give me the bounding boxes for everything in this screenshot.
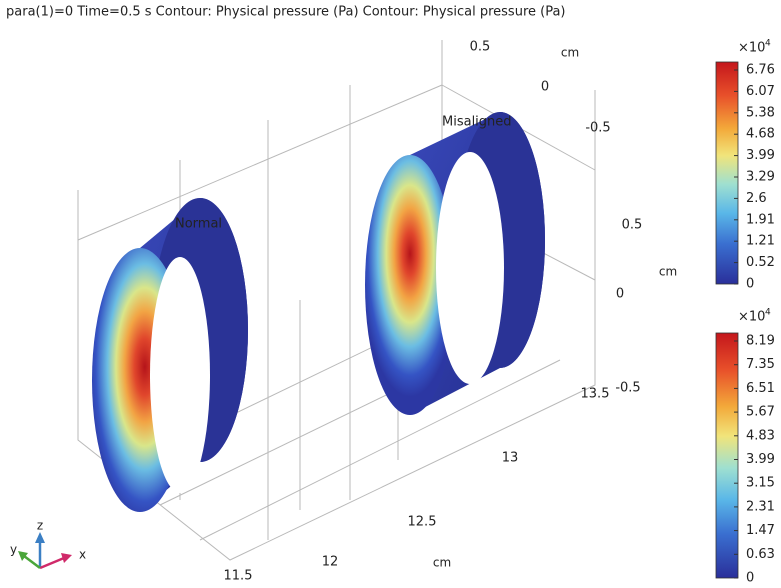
axis-unit: cm — [433, 556, 451, 570]
axis-tick: 11.5 — [224, 569, 253, 584]
axis-tick: -0.5 — [615, 381, 640, 396]
colorbar-exponent: 4 — [765, 39, 771, 49]
colorbar — [715, 332, 739, 579]
triad-label: x — [79, 548, 86, 562]
axis-unit: cm — [659, 265, 677, 279]
colorbar-tick-label: 1.21 — [746, 234, 775, 249]
axis-unit: cm — [561, 46, 579, 60]
colorbar-tick-label: 0 — [746, 571, 754, 585]
colorbar-tick-label: 3.15 — [746, 476, 775, 491]
axis-tick: 0.5 — [470, 40, 491, 55]
colorbar-tick-label: 2.31 — [746, 499, 775, 514]
axis-tick: 13 — [502, 451, 519, 466]
colorbar — [715, 61, 739, 285]
axis-tick: 0.5 — [622, 218, 643, 233]
axis-tick: 12 — [322, 555, 339, 570]
colorbar-multiplier: ×10 — [738, 310, 765, 325]
colorbar-tick-label: 3.99 — [746, 452, 775, 467]
colorbar-tick-label: 0.63 — [746, 547, 775, 562]
colorbar-tick-label: 3.99 — [746, 148, 775, 163]
colorbar-tick-label: 0 — [746, 277, 754, 292]
colorbar-tick-label: 6.51 — [746, 381, 775, 396]
colorbar-tick-label: 4.68 — [746, 127, 775, 142]
axis-tick: 13.5 — [581, 387, 610, 402]
colorbar-tick-label: 3.29 — [746, 170, 775, 185]
colorbar-tick-label: 4.83 — [746, 428, 775, 443]
colorbar-multiplier: ×10 — [738, 41, 765, 56]
colorbar-tick-label: 1.91 — [746, 212, 775, 227]
triad-label: y — [10, 543, 17, 557]
colorbar-tick-label: 5.38 — [746, 105, 775, 120]
triad-label: z — [37, 519, 43, 533]
colorbar-tick-label: 6.76 — [746, 63, 775, 78]
colorbars: ×10 46.766.075.384.683.993.292.61.911.210… — [715, 39, 775, 586]
colorbar-tick-label: 0.52 — [746, 255, 775, 270]
axis-tick: 12.5 — [408, 515, 437, 530]
axis-tick: -0.5 — [585, 121, 610, 136]
colorbar-tick-label: 7.35 — [746, 357, 775, 372]
plot-title: para(1)=0 Time=0.5 s Contour: Physical p… — [6, 5, 566, 20]
colorbar-tick-label: 8.19 — [746, 334, 775, 349]
colorbar-tick-label: 5.67 — [746, 405, 775, 420]
colorbar-tick-label: 2.6 — [746, 191, 767, 206]
axis-tick: 0 — [616, 287, 624, 302]
axis-tick: 0 — [541, 80, 549, 95]
normal-bearing — [92, 198, 248, 512]
colorbar-tick-label: 6.07 — [746, 84, 775, 99]
colorbar-tick-label: 1.47 — [746, 523, 775, 538]
label-normal: Normal — [175, 217, 222, 232]
colorbar-exponent: 4 — [765, 308, 771, 318]
label-misaligned: Misaligned — [442, 115, 512, 130]
axis-triad: z x y — [10, 519, 86, 570]
misaligned-bearing — [365, 112, 545, 415]
